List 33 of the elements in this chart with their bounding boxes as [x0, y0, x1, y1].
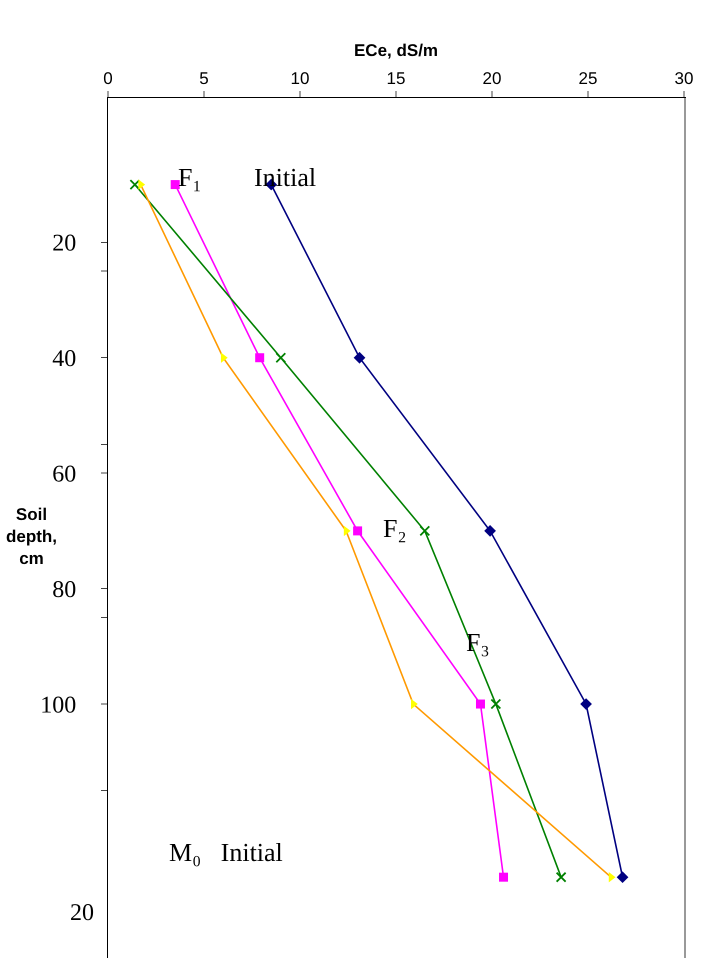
point: [490, 698, 502, 710]
annotation: Initial: [254, 163, 316, 192]
point: [419, 525, 430, 536]
y-axis-title: Soil depth, cm: [6, 505, 57, 568]
x-tick-label: 0: [103, 69, 113, 88]
annotation: M₀ Initial: [169, 838, 283, 867]
x-axis-title: ECe, dS/m: [354, 40, 438, 60]
annotation: F₂: [383, 514, 407, 543]
x-tick-label: 30: [674, 69, 694, 88]
x-tick-label: 5: [199, 69, 209, 88]
x-tick-label: 25: [578, 69, 598, 88]
y-tick-label: 40: [52, 346, 76, 372]
point: [556, 872, 567, 883]
y-tick-label: 20: [52, 230, 76, 257]
x-tick-label: 10: [290, 69, 310, 88]
point: [275, 352, 286, 364]
point: [220, 352, 228, 363]
x-tick-label: 15: [386, 69, 406, 88]
point: [353, 526, 362, 536]
point: [580, 698, 592, 710]
text: 20: [70, 900, 94, 926]
point: [129, 179, 140, 190]
point: [616, 871, 628, 884]
point: [484, 525, 496, 537]
point: [476, 700, 485, 709]
annotation: F₁: [178, 163, 202, 192]
y-tick-label: 100: [40, 692, 76, 718]
y-tick-label: 60: [52, 462, 76, 488]
x-tick-label: 20: [482, 69, 502, 88]
point: [354, 352, 366, 364]
point: [499, 872, 508, 882]
y-tick-label: 80: [52, 577, 76, 603]
point: [255, 353, 264, 362]
